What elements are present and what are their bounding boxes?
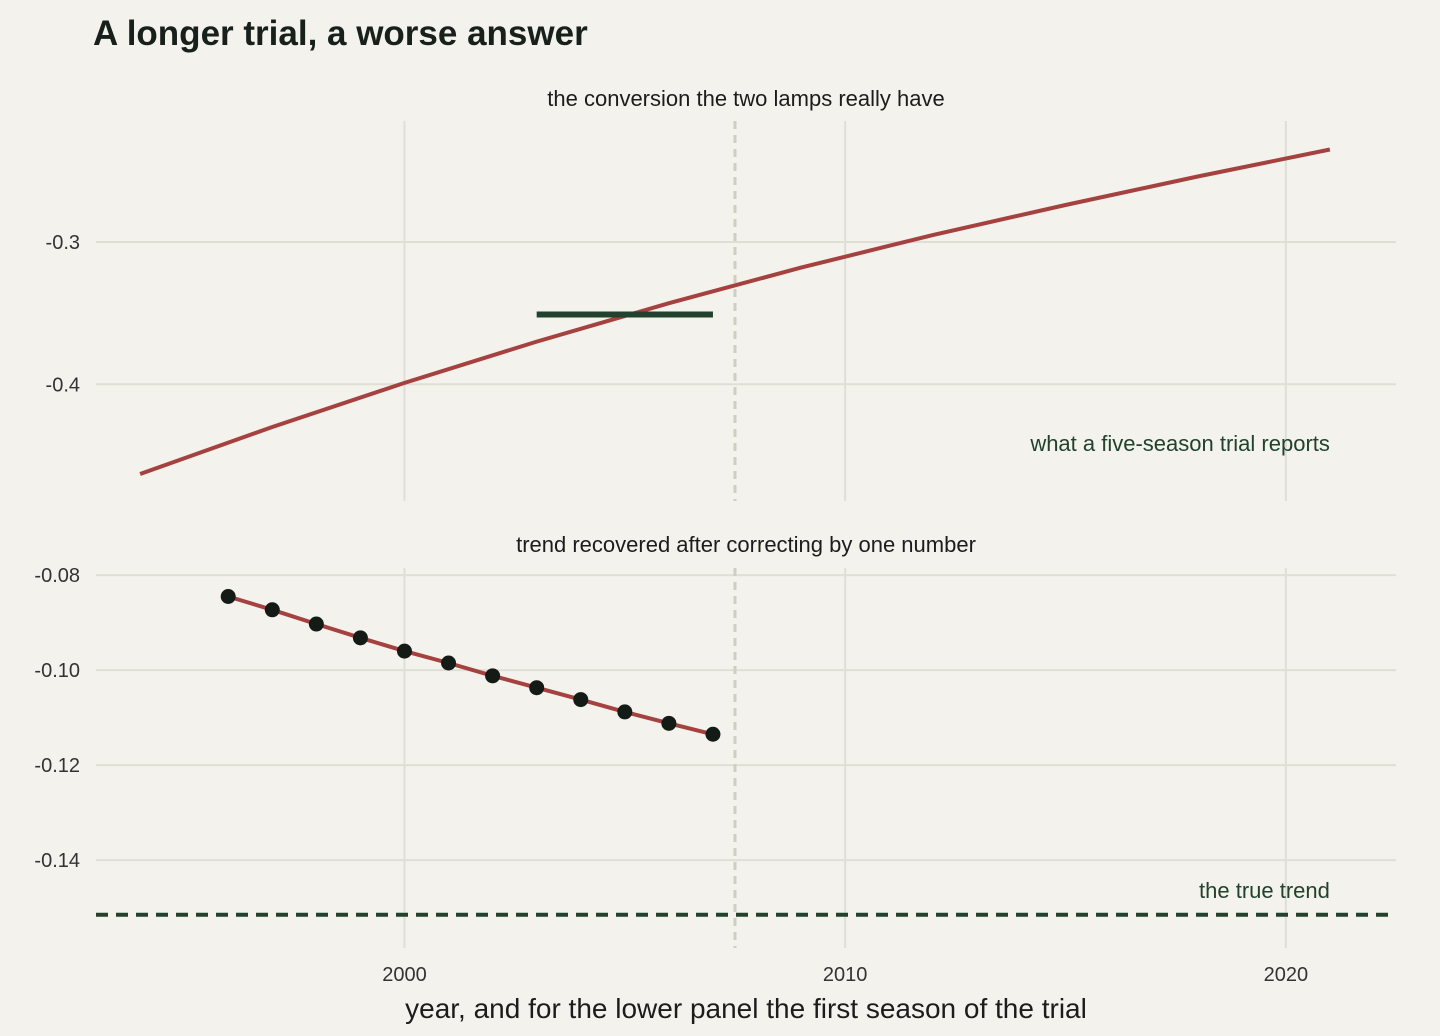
y-tick-label: -0.08 [34, 565, 80, 587]
panel-annotation: the true trend [1199, 878, 1330, 903]
recovered-trend-point [485, 668, 501, 684]
x-axis-label: year, and for the lower panel the first … [405, 993, 1087, 1024]
x-tick-label: 2010 [823, 964, 868, 986]
y-tick-label: -0.12 [34, 755, 80, 777]
chart-title: A longer trial, a worse answer [93, 14, 588, 53]
recovered-trend-point [220, 589, 236, 604]
recovered-trend-point [573, 692, 589, 708]
recovered-trend-point [529, 680, 545, 696]
recovered-trend-point [308, 616, 324, 632]
recovered-trend-point [705, 726, 721, 742]
recovered-trend-point [396, 643, 412, 659]
panel-1: -0.3 -0.4 the conversion the two lamps rea… [46, 86, 1396, 501]
recovered-trend-point [441, 655, 457, 671]
y-tick-label: -0.3 [46, 232, 80, 254]
panel-annotation: what a five-season trial reports [1029, 431, 1330, 456]
conversion-curve [139, 147, 1331, 476]
panel-subtitle: the conversion the two lamps really have [547, 86, 944, 111]
y-tick-label: -0.14 [34, 850, 80, 872]
recovered-trend-point [661, 715, 677, 731]
recovered-trend-point [352, 630, 368, 646]
recovered-trend-line [227, 594, 714, 737]
y-tick-label: -0.4 [46, 374, 80, 396]
x-tick-label: 2020 [1264, 964, 1309, 986]
recovered-trend-point [617, 704, 633, 720]
y-tick-label: -0.10 [34, 660, 80, 682]
panel-subtitle: trend recovered after correcting by one … [516, 532, 976, 557]
panel-2: -0.08 -0.10 -0.12 -0.14 trend recovered afte… [34, 532, 1396, 948]
x-tick-label: 2000 [382, 964, 427, 986]
recovered-trend-point [264, 602, 280, 618]
